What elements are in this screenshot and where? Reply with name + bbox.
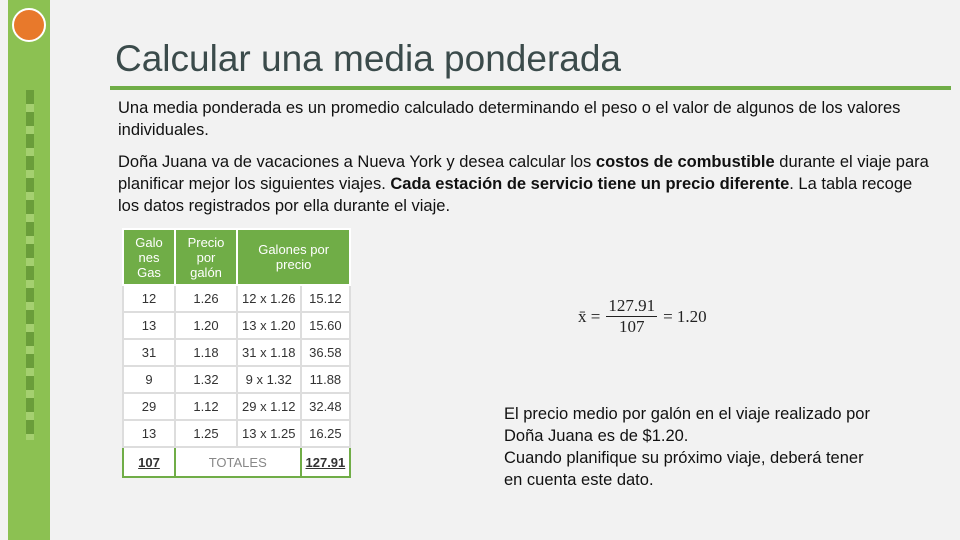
table-cell: 13 <box>122 419 176 448</box>
table-cell: 31 <box>122 338 176 367</box>
table-cell: 16.25 <box>299 419 352 448</box>
paragraph-segment: durante el viaje para planificar mejor l… <box>118 153 929 193</box>
paragraph-segment: . La tabla recoge los datos registrados … <box>118 175 913 215</box>
table-cell: 1.18 <box>174 338 238 367</box>
table-cell: 15.12 <box>299 284 352 313</box>
table-cell: 13 x 1.20 <box>236 311 302 340</box>
paragraph-segment: Doña Juana va de vacaciones a Nueva York… <box>118 153 596 171</box>
formula-rhs: = 1.20 <box>663 306 707 326</box>
numerator: 127.91 <box>606 296 658 317</box>
totals-cell: 107 <box>122 446 176 478</box>
sidebar <box>8 0 50 540</box>
table-row: 29 1.12 29 x 1.12 32.48 <box>122 392 352 421</box>
table-cell: 12 <box>122 284 176 313</box>
table-cell: 29 <box>122 392 176 421</box>
table-cell: 15.60 <box>299 311 352 340</box>
table-row: 12 1.26 12 x 1.26 15.12 <box>122 284 352 313</box>
title-rule <box>110 86 951 90</box>
paragraph-segment: costos de combustible <box>595 153 775 171</box>
table-cell: 9 x 1.32 <box>236 365 302 394</box>
table-cell: 1.26 <box>174 284 238 313</box>
denominator: 107 <box>618 317 645 336</box>
table-cell: 36.58 <box>299 338 352 367</box>
header-cell: Galo nes Gas <box>122 228 176 286</box>
table-cell: 1.25 <box>174 419 238 448</box>
table-row: 13 1.25 13 x 1.25 16.25 <box>122 419 352 448</box>
paragraph-segment: Cada estación de servicio tiene un preci… <box>390 175 790 193</box>
table-cell: 1.12 <box>174 392 238 421</box>
table-cell: 1.32 <box>174 365 238 394</box>
title: Calcular una media ponderada <box>115 38 622 79</box>
header-cell: Precio por galón <box>174 228 238 286</box>
conclusion-line: El precio medio por galón en el viaje re… <box>504 405 870 445</box>
formula-lhs: x̄ = <box>578 306 601 326</box>
table-cell: 29 x 1.12 <box>236 392 302 421</box>
sidebar-pattern <box>26 90 34 440</box>
conclusion-line: Cuando planifique su próximo viaje, debe… <box>504 449 864 489</box>
table-cell: 1.20 <box>174 311 238 340</box>
totals-cell: 127.91 <box>299 446 352 478</box>
table-cell: 31 x 1.18 <box>236 338 302 367</box>
table-cell: 13 <box>122 311 176 340</box>
table-cell: 9 <box>122 365 176 394</box>
totals-cell: TOTALES <box>174 446 302 478</box>
totals-text: TOTALES <box>208 454 267 470</box>
table-row: 31 1.18 31 x 1.18 36.58 <box>122 338 352 367</box>
table-cell: 12 x 1.26 <box>236 284 302 313</box>
totals-text: 127.91 <box>305 454 346 470</box>
data-table: Galo nes Gas Precio por galón Galones por … <box>122 228 352 478</box>
fraction: 127.91 107 <box>606 296 658 337</box>
paragraph: Doña Juana va de vacaciones a Nueva York… <box>118 151 933 217</box>
table-cell: 11.88 <box>299 365 352 394</box>
header-row: Galo nes Gas Precio por galón Galones por … <box>122 228 352 286</box>
table-cell: 13 x 1.25 <box>236 419 302 448</box>
conclusion: El precio medio por galón en el viaje re… <box>504 403 884 491</box>
formula: x̄ = 127.91 107 = 1.20 <box>578 296 707 337</box>
totals-text: 107 <box>138 454 160 470</box>
table-row: 13 1.20 13 x 1.20 15.60 <box>122 311 352 340</box>
header-cell: Galones por precio <box>235 228 352 286</box>
table-cell: 32.48 <box>299 392 352 421</box>
totals-row: 107 TOTALES 127.91 <box>122 446 352 478</box>
logo <box>12 8 46 42</box>
intro: Una media ponderada es un promedio calcu… <box>118 99 901 139</box>
table-row: 9 1.32 9 x 1.32 11.88 <box>122 365 352 394</box>
